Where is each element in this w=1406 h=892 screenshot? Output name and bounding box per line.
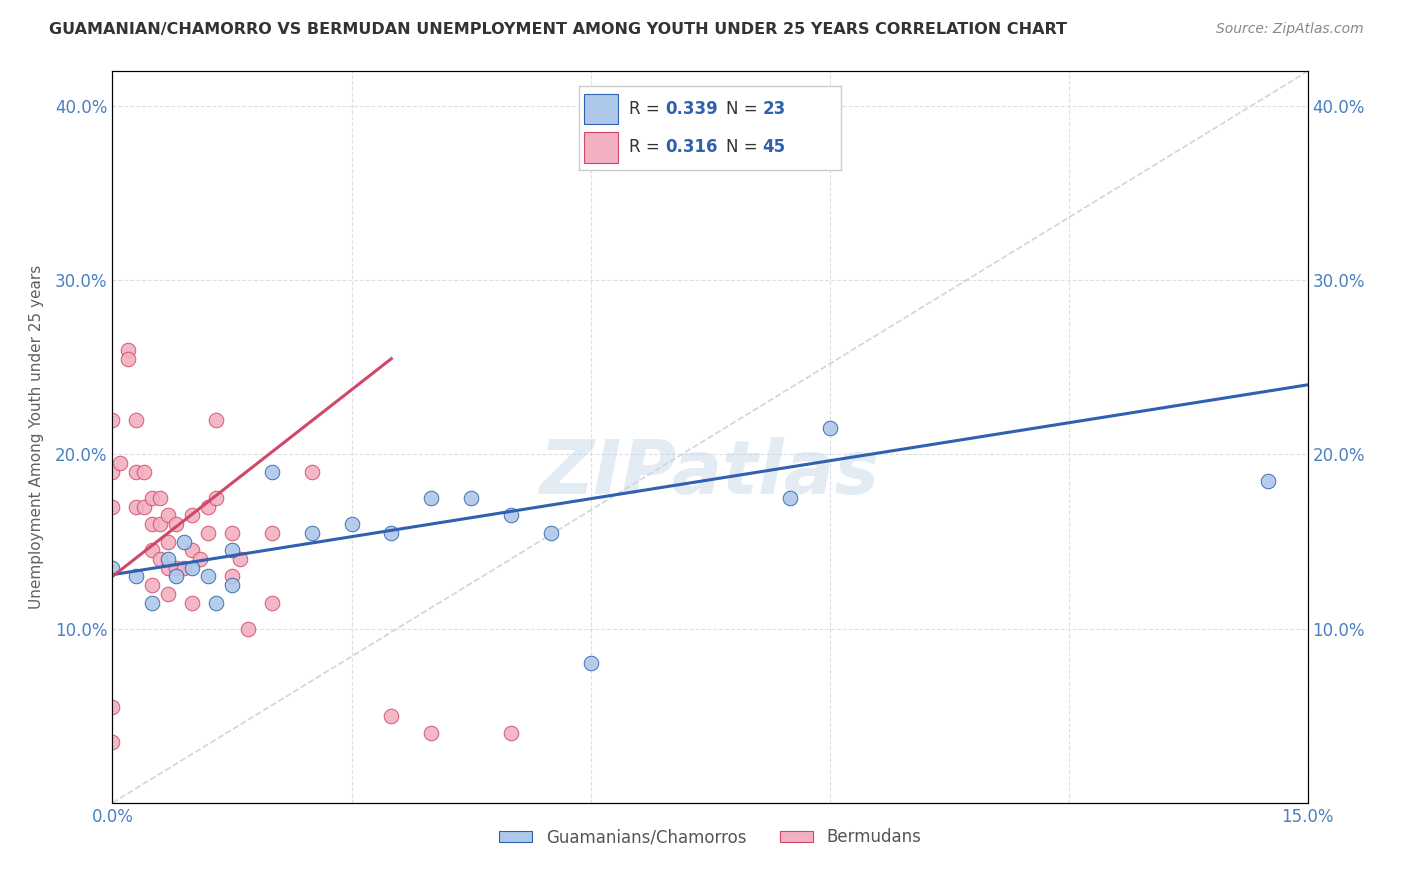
- Text: Source: ZipAtlas.com: Source: ZipAtlas.com: [1216, 22, 1364, 37]
- Point: [141, 491, 163, 505]
- Point: [125, 500, 148, 514]
- Point: [499, 508, 522, 523]
- Point: [818, 421, 841, 435]
- Point: [1257, 474, 1279, 488]
- Point: [540, 525, 562, 540]
- Y-axis label: Unemployment Among Youth under 25 years: Unemployment Among Youth under 25 years: [30, 265, 44, 609]
- Point: [260, 595, 283, 609]
- Point: [181, 543, 204, 558]
- Point: [125, 569, 148, 583]
- Point: [101, 735, 124, 749]
- Point: [181, 508, 204, 523]
- Point: [173, 560, 195, 574]
- Point: [149, 552, 172, 566]
- Point: [101, 412, 124, 426]
- Point: [380, 525, 402, 540]
- Point: [157, 552, 180, 566]
- Point: [221, 525, 243, 540]
- Point: [141, 595, 163, 609]
- Legend: Guamanians/Chamorros, Bermudans: Guamanians/Chamorros, Bermudans: [492, 822, 928, 853]
- Point: [157, 560, 180, 574]
- Point: [197, 525, 219, 540]
- Point: [101, 465, 124, 479]
- Point: [149, 491, 172, 505]
- Point: [141, 578, 163, 592]
- Point: [221, 569, 243, 583]
- Text: GUAMANIAN/CHAMORRO VS BERMUDAN UNEMPLOYMENT AMONG YOUTH UNDER 25 YEARS CORRELATI: GUAMANIAN/CHAMORRO VS BERMUDAN UNEMPLOYM…: [49, 22, 1067, 37]
- Point: [117, 351, 139, 366]
- Point: [301, 525, 323, 540]
- Point: [125, 465, 148, 479]
- Point: [205, 412, 228, 426]
- Point: [117, 343, 139, 357]
- Point: [101, 500, 124, 514]
- Point: [197, 500, 219, 514]
- Point: [779, 491, 801, 505]
- Point: [165, 560, 187, 574]
- Point: [197, 569, 219, 583]
- Point: [134, 500, 156, 514]
- Point: [181, 560, 204, 574]
- Point: [236, 622, 259, 636]
- Point: [221, 543, 243, 558]
- Point: [165, 569, 187, 583]
- Point: [221, 578, 243, 592]
- Point: [301, 465, 323, 479]
- Point: [149, 517, 172, 532]
- Point: [460, 491, 482, 505]
- Point: [205, 491, 228, 505]
- Point: [340, 517, 363, 532]
- Point: [380, 708, 402, 723]
- Point: [101, 560, 124, 574]
- Point: [173, 534, 195, 549]
- Point: [579, 657, 602, 671]
- Point: [157, 534, 180, 549]
- Point: [157, 587, 180, 601]
- Point: [260, 525, 283, 540]
- Point: [141, 517, 163, 532]
- Point: [157, 508, 180, 523]
- Point: [499, 726, 522, 740]
- Point: [420, 726, 443, 740]
- Point: [420, 491, 443, 505]
- Point: [205, 595, 228, 609]
- Point: [188, 552, 211, 566]
- Point: [165, 517, 187, 532]
- Point: [229, 552, 252, 566]
- Point: [101, 700, 124, 714]
- Point: [134, 465, 156, 479]
- Point: [141, 543, 163, 558]
- Point: [110, 456, 132, 470]
- Point: [260, 465, 283, 479]
- Point: [125, 412, 148, 426]
- Point: [181, 595, 204, 609]
- Text: ZIPatlas: ZIPatlas: [540, 437, 880, 510]
